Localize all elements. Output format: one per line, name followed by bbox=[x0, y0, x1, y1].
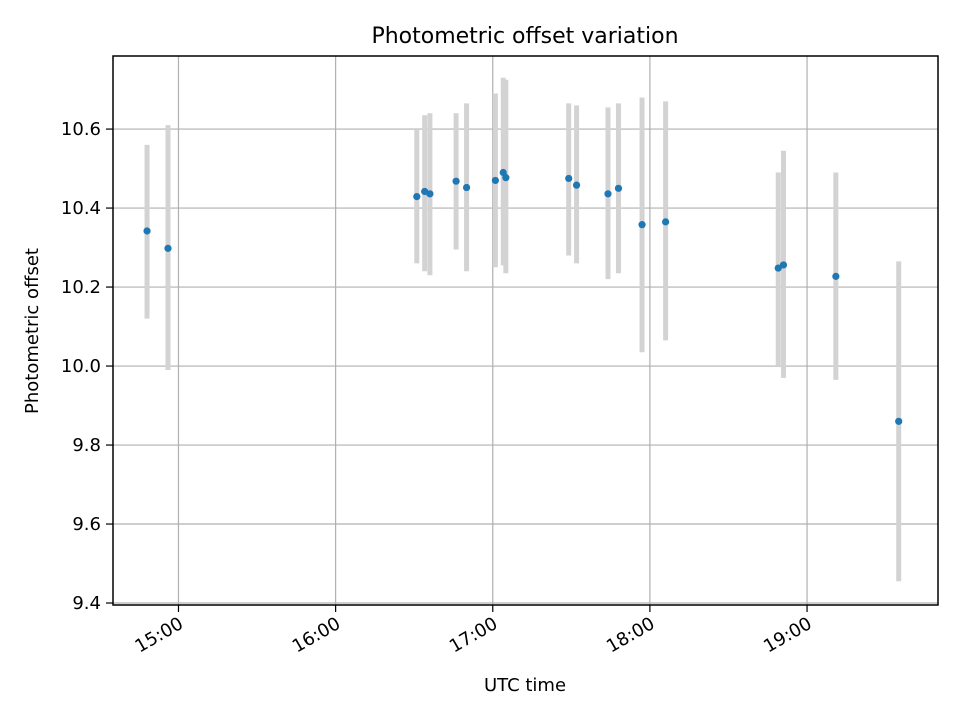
data-point bbox=[779, 261, 788, 269]
data-point bbox=[426, 190, 434, 198]
data-point bbox=[462, 183, 471, 192]
grid bbox=[113, 56, 938, 605]
data-point bbox=[452, 177, 460, 185]
data-point bbox=[572, 181, 581, 189]
y-tick-label: 10.4 bbox=[61, 198, 101, 219]
data-point bbox=[638, 221, 646, 229]
data-point bbox=[774, 264, 782, 272]
data-point bbox=[832, 272, 840, 280]
data-point bbox=[164, 244, 172, 252]
y-tick-label: 10.0 bbox=[61, 356, 101, 377]
y-axis: 9.4 9.6 9.8 10.0 10.2 10.4 10.6 bbox=[61, 119, 113, 614]
chart-title: Photometric offset variation bbox=[371, 24, 678, 49]
y-tick-label: 9.4 bbox=[72, 593, 101, 614]
data-point bbox=[895, 417, 903, 425]
x-axis-label: UTC time bbox=[484, 675, 566, 696]
data-point bbox=[143, 227, 151, 235]
y-axis-label: Photometric offset bbox=[22, 248, 43, 414]
y-tick-label: 10.6 bbox=[61, 119, 101, 140]
y-tick-label: 10.2 bbox=[61, 277, 101, 298]
data-point bbox=[604, 190, 612, 198]
data-point bbox=[614, 184, 623, 192]
data-point bbox=[491, 176, 499, 185]
data-point bbox=[662, 218, 670, 226]
data-points bbox=[143, 168, 903, 425]
data-point bbox=[413, 193, 421, 201]
y-tick-label: 9.6 bbox=[72, 514, 101, 535]
data-point bbox=[502, 174, 510, 182]
y-tick-label: 9.8 bbox=[72, 435, 101, 456]
data-point bbox=[565, 174, 573, 183]
plot-frame bbox=[112, 55, 939, 606]
